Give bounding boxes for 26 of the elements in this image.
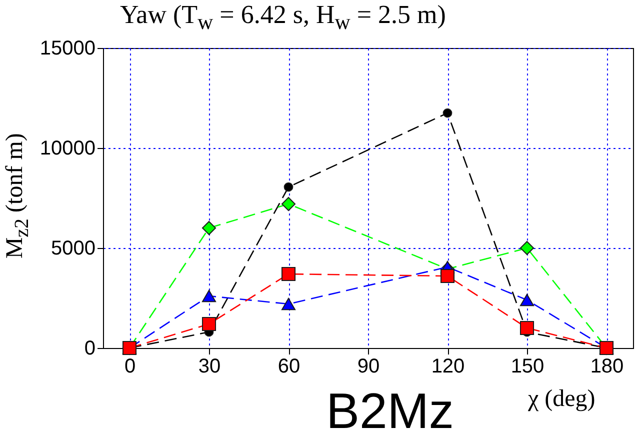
point	[281, 196, 296, 212]
point	[202, 316, 216, 332]
x-tick-label: 60	[278, 356, 300, 378]
y-tick-label: 5000	[51, 238, 96, 260]
y-tick-label: 0	[84, 338, 96, 360]
point	[440, 268, 455, 284]
x-axis-title: χ (deg)	[528, 386, 596, 413]
text: B2Mz	[325, 382, 455, 440]
point	[281, 298, 296, 310]
x-tick-label: 120	[431, 356, 465, 378]
point	[202, 220, 216, 236]
point	[202, 290, 216, 302]
y-tick-label: 10000	[40, 138, 96, 160]
x-tick-label: 150	[510, 356, 544, 378]
y-tick-label: 15000	[40, 38, 96, 60]
point	[520, 320, 534, 336]
x-tick-label: 30	[198, 356, 221, 378]
point	[442, 108, 452, 118]
point	[281, 266, 296, 282]
point	[520, 240, 534, 256]
point	[520, 294, 534, 306]
point	[284, 182, 294, 192]
x-tick-label: 90	[357, 356, 380, 378]
chart-title: Yaw (T$_{w}$ = 6.42 s, H$_{w}$ = 2.5 m)	[120, 0, 446, 36]
x-tick-label: 0	[124, 356, 136, 378]
x-tick-label: 180	[590, 356, 624, 378]
